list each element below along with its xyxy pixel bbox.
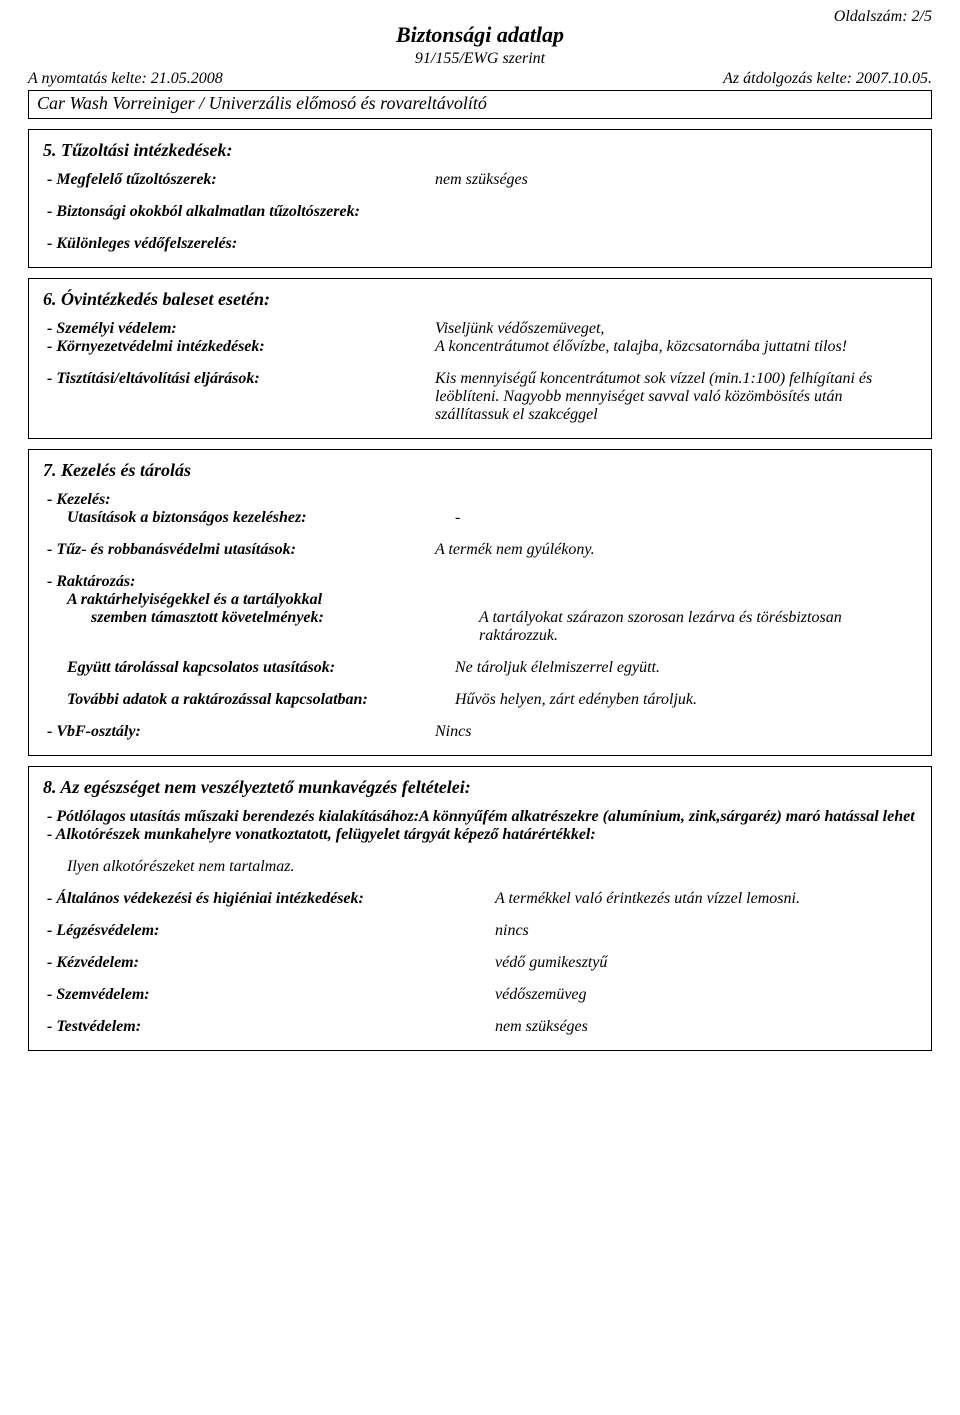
s8-eye-label: - Szemvédelem: bbox=[47, 986, 495, 1004]
s8-tech-note: - Pótlólagos utasítás műszaki berendezés… bbox=[47, 808, 917, 826]
section-6-heading: 6. Óvintézkedés baleset esetén: bbox=[43, 289, 917, 310]
s6-clean-label: - Tisztítási/eltávolítási eljárások: bbox=[47, 370, 435, 424]
s7-further-label: További adatok a raktározással kapcsolat… bbox=[67, 691, 455, 709]
section-5-heading: 5. Tűzoltási intézkedések: bbox=[43, 140, 917, 161]
s5-agents-label: - Megfelelő tűzoltószerek: bbox=[47, 171, 435, 189]
page-header: Oldalszám: 2/5 Biztonsági adatlap 91/155… bbox=[28, 8, 932, 119]
s8-body-value: nem szükséges bbox=[495, 1018, 917, 1036]
section-7-heading: 7. Kezelés és tárolás bbox=[43, 460, 917, 481]
s7-handling-sub-value: - bbox=[455, 509, 917, 527]
section-6: 6. Óvintézkedés baleset esetén: - Személ… bbox=[28, 278, 932, 439]
s5-special-equip-label: - Különleges védőfelszerelés: bbox=[47, 235, 917, 253]
s8-body-label: - Testvédelem: bbox=[47, 1018, 495, 1036]
s7-costorage-value: Ne tároljuk élelmiszerrel együtt. bbox=[455, 659, 917, 677]
s7-further-value: Hűvös helyen, zárt edényben tároljuk. bbox=[455, 691, 917, 709]
s7-vbf-label: - VbF-osztály: bbox=[47, 723, 435, 741]
s7-fire-label: - Tűz- és robbanásvédelmi utasítások: bbox=[47, 541, 435, 559]
section-5: 5. Tűzoltási intézkedések: - Megfelelő t… bbox=[28, 129, 932, 268]
s6-env-label: - Környezetvédelmi intézkedések: bbox=[47, 338, 435, 356]
section-8-heading: 8. Az egészséget nem veszélyeztető munka… bbox=[43, 777, 917, 798]
s7-vbf-value: Nincs bbox=[435, 723, 917, 741]
s6-personal-value: Viseljünk védőszemüveget, bbox=[435, 320, 917, 338]
s8-hand-label: - Kézvédelem: bbox=[47, 954, 495, 972]
s7-storage-req-value: A tartályokat szárazon szorosan lezárva … bbox=[479, 609, 917, 645]
s8-hygiene-label: - Általános védekezési és higiéniai inté… bbox=[47, 890, 495, 908]
s8-hand-value: védő gumikesztyű bbox=[495, 954, 917, 972]
section-8: 8. Az egészséget nem veszélyeztető munka… bbox=[28, 766, 932, 1051]
s7-handling-sub-label: Utasítások a biztonságos kezeléshez: bbox=[67, 509, 455, 527]
s5-unsuitable-label: - Biztonsági okokból alkalmatlan tűzoltó… bbox=[47, 203, 917, 221]
s6-personal-label: - Személyi védelem: bbox=[47, 320, 435, 338]
s8-breath-value: nincs bbox=[495, 922, 917, 940]
section-7: 7. Kezelés és tárolás - Kezelés: Utasítá… bbox=[28, 449, 932, 756]
s8-breath-label: - Légzésvédelem: bbox=[47, 922, 495, 940]
s6-env-value: A koncentrátumot élővízbe, talajba, közc… bbox=[435, 338, 917, 356]
product-name: Car Wash Vorreiniger / Univerzális előmo… bbox=[28, 90, 932, 119]
print-date: A nyomtatás kelte: 21.05.2008 bbox=[28, 70, 223, 88]
doc-title: Biztonsági adatlap bbox=[28, 22, 932, 48]
s8-hygiene-value: A termékkel való érintkezés után vízzel … bbox=[495, 890, 917, 908]
s7-storage-label: - Raktározás: bbox=[47, 573, 917, 591]
s6-clean-value: Kis mennyiségű koncentrátumot sok vízzel… bbox=[435, 370, 917, 424]
s5-agents-value: nem szükséges bbox=[435, 171, 917, 189]
s8-tech-note-prefix: - Pótlólagos utasítás műszaki berendezés… bbox=[47, 808, 419, 825]
s7-costorage-label: Együtt tárolással kapcsolatos utasítások… bbox=[67, 659, 455, 677]
s8-eye-value: védőszemüveg bbox=[495, 986, 917, 1004]
s8-components-label: - Alkotórészek munkahelyre vonatkoztatot… bbox=[47, 826, 917, 844]
s7-fire-value: A termék nem gyúlékony. bbox=[435, 541, 917, 559]
revision-date: Az átdolgozás kelte: 2007.10.05. bbox=[723, 70, 932, 88]
doc-subtitle: 91/155/EWG szerint bbox=[28, 50, 932, 68]
s7-storage-req-label-2: szemben támasztott követelmények: bbox=[91, 609, 479, 645]
s8-components-value: Ilyen alkotórészeket nem tartalmaz. bbox=[67, 858, 917, 876]
s7-handling-label: - Kezelés: bbox=[47, 491, 917, 509]
s7-storage-req-label-1: A raktárhelyiségekkel és a tartályokkal bbox=[67, 591, 917, 609]
s8-tech-note-body: A könnyűfém alkatrészekre (alumínium, zi… bbox=[419, 808, 915, 825]
